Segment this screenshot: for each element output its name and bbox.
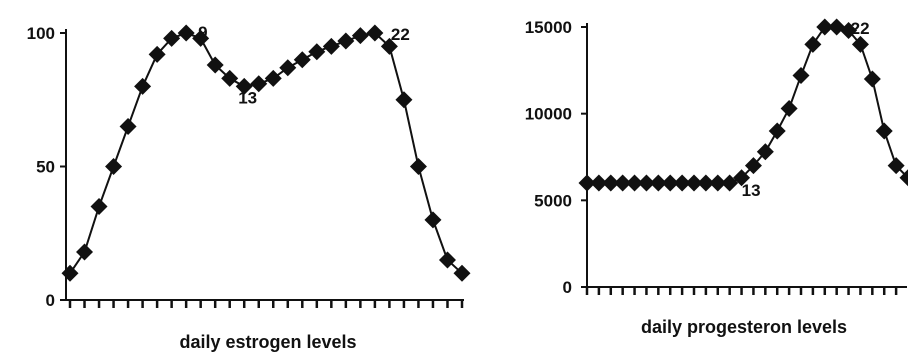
data-point — [614, 174, 632, 192]
data-point — [279, 59, 297, 77]
point-annotation: 22 — [391, 25, 410, 44]
data-point — [840, 21, 858, 39]
y-tick-label: 15000 — [525, 18, 572, 37]
data-point — [637, 174, 655, 192]
data-point — [661, 174, 679, 192]
point-annotation: 13 — [238, 88, 257, 107]
data-point — [351, 27, 369, 45]
data-point — [105, 158, 123, 175]
data-point — [134, 77, 152, 95]
data-point — [673, 174, 691, 192]
data-point — [626, 174, 644, 192]
data-point — [424, 211, 442, 229]
data-point — [235, 77, 253, 95]
data-point — [293, 51, 311, 69]
data-point — [264, 69, 282, 87]
data-point — [756, 143, 774, 161]
series-line — [69, 31, 463, 275]
data-point — [721, 174, 739, 192]
y-tick-label: 100 — [27, 24, 55, 43]
data-point — [308, 43, 326, 61]
y-tick-label: 0 — [563, 278, 572, 297]
data-point — [366, 24, 384, 42]
y-tick-label: 10000 — [525, 105, 572, 124]
data-point — [76, 243, 94, 261]
data-point — [899, 169, 908, 187]
data-point — [61, 264, 79, 282]
data-point — [578, 174, 596, 192]
data-point — [409, 158, 427, 175]
chart-1: 0 50 100 9 13 22 daily estrogen levels — [27, 23, 471, 352]
data-point — [709, 174, 727, 192]
y-tick-label: 0 — [46, 291, 55, 310]
data-point — [250, 75, 268, 93]
data-point — [90, 198, 108, 216]
data-point — [192, 29, 210, 47]
data-point — [221, 69, 239, 87]
data-point — [887, 157, 905, 175]
data-point — [590, 174, 608, 192]
data-point — [816, 18, 834, 36]
point-annotation: 9 — [198, 23, 207, 42]
data-point — [177, 24, 195, 42]
data-point — [148, 45, 166, 63]
data-point — [768, 122, 786, 140]
data-point — [322, 37, 340, 55]
x-axis-label: daily estrogen levels — [179, 332, 356, 352]
y-tick-label: 5000 — [534, 191, 572, 210]
chart-2: 0 5000 10000 15000 13 22 daily progesteron lev… — [525, 18, 908, 337]
data-point — [875, 122, 893, 140]
data-point — [337, 32, 355, 50]
y-tick-label: 50 — [36, 158, 55, 177]
data-point — [380, 37, 398, 55]
data-point — [804, 35, 822, 53]
point-annotation: 13 — [742, 181, 761, 200]
data-point — [119, 117, 137, 135]
data-point — [851, 35, 869, 53]
x-axis-label: daily progesteron levels — [641, 317, 847, 337]
data-point — [438, 251, 456, 269]
data-point — [206, 56, 224, 74]
data-point — [602, 174, 620, 192]
data-point — [163, 29, 181, 47]
data-point — [792, 67, 810, 85]
data-point — [744, 157, 762, 175]
data-point — [733, 169, 751, 187]
data-point — [453, 264, 471, 282]
data-point — [863, 70, 881, 88]
data-point — [395, 91, 413, 109]
data-point — [649, 174, 667, 192]
data-point — [697, 174, 715, 192]
point-annotation: 22 — [851, 19, 870, 38]
data-point — [780, 99, 798, 117]
data-point — [685, 174, 703, 192]
